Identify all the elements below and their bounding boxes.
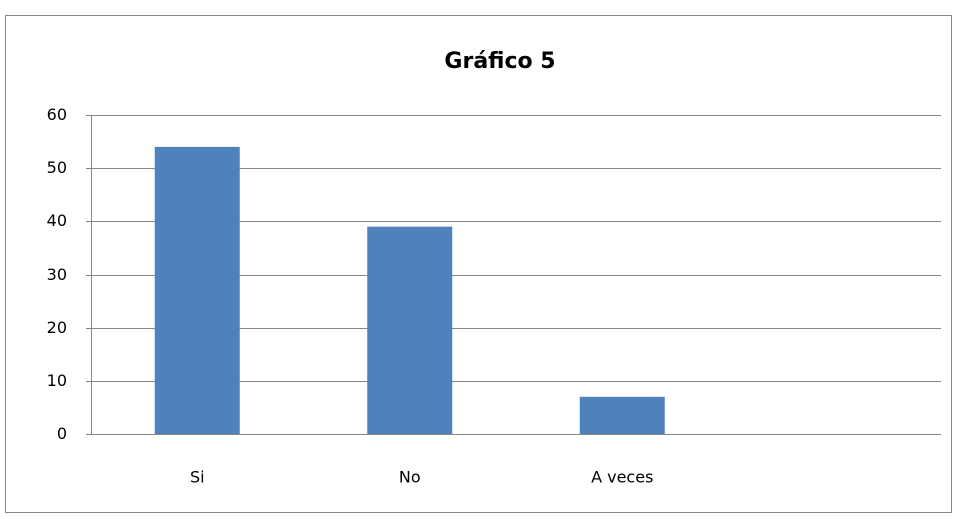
y-tick-label: 60 (47, 105, 67, 124)
y-tick-label: 10 (47, 371, 67, 390)
y-tick-label: 20 (47, 318, 67, 337)
bar (154, 146, 240, 434)
y-tick-label: 30 (47, 265, 67, 284)
x-tick-label: No (399, 468, 421, 487)
y-tick-label: 50 (47, 158, 67, 177)
y-tick-label: 0 (57, 424, 67, 443)
bar (367, 226, 453, 434)
y-tick-label: 40 (47, 211, 67, 230)
chart-title: Gráfico 5 (444, 49, 555, 74)
x-tick-label: Si (190, 468, 205, 487)
bar (579, 396, 665, 434)
chart-frame (5, 15, 952, 513)
x-tick-label: A veces (591, 468, 653, 487)
